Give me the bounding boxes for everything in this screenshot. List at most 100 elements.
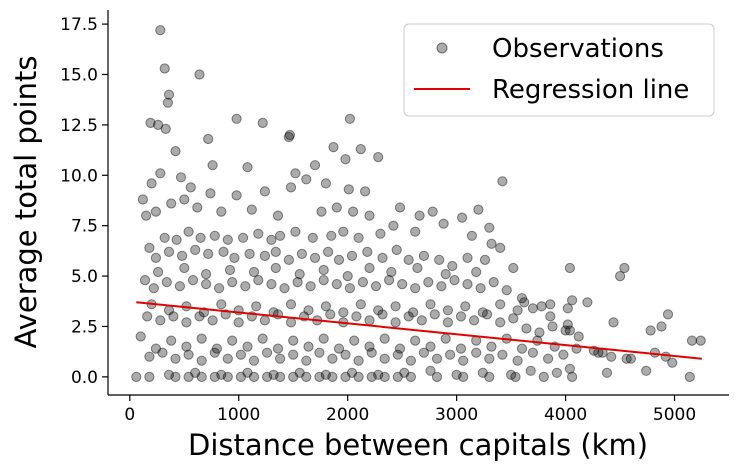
observation-point [497, 349, 508, 360]
observation-point [349, 335, 360, 346]
observation-point [209, 230, 220, 241]
observation-point [412, 262, 423, 274]
observation-point [366, 371, 377, 382]
observation-point [608, 317, 619, 328]
observation-point [284, 129, 295, 141]
observation-point [390, 317, 401, 328]
observation-point [560, 325, 571, 336]
observation-point [414, 210, 425, 221]
observation-point [318, 264, 329, 276]
observation-point [155, 168, 166, 179]
observation-point [486, 341, 497, 352]
observation-point [216, 299, 227, 310]
observation-point [392, 371, 403, 382]
observation-point [390, 301, 401, 312]
observation-point [418, 347, 429, 358]
observation-point [564, 363, 576, 374]
observation-point [275, 353, 286, 364]
observation-point [303, 305, 314, 316]
observation-point [425, 365, 436, 376]
observation-point [392, 349, 403, 360]
observation-point [194, 69, 205, 80]
observation-point [166, 335, 177, 346]
observation-point [159, 232, 170, 243]
observation-point [495, 317, 506, 328]
observation-point [391, 244, 402, 255]
observation-point [475, 283, 486, 294]
observation-point [153, 119, 164, 131]
observation-point [355, 299, 366, 310]
observation-point [207, 160, 218, 171]
observation-point [168, 311, 179, 322]
observation-point [144, 242, 155, 253]
observation-point [477, 307, 488, 318]
observation-point [333, 254, 345, 265]
observation-point [144, 351, 155, 362]
observation-point [449, 275, 460, 286]
observation-point [388, 220, 399, 231]
observation-point [211, 343, 222, 354]
observation-point [144, 371, 155, 382]
y-tick-label: 17.5 [60, 15, 98, 35]
observation-point [482, 309, 493, 320]
observation-point [477, 367, 488, 378]
observation-point [573, 331, 584, 342]
observation-point [290, 168, 301, 179]
observation-point [551, 367, 563, 378]
observation-point [207, 315, 218, 326]
observation-point [506, 369, 517, 380]
observation-point [242, 341, 253, 352]
x-tick-label: 3000 [435, 405, 478, 425]
observation-point [288, 371, 299, 382]
observation-point [305, 281, 316, 292]
observation-point [216, 206, 227, 217]
regression-line [136, 301, 702, 360]
observation-point [508, 262, 519, 274]
observation-point [527, 347, 539, 358]
observation-point [527, 303, 539, 314]
observation-point [438, 218, 449, 229]
observation-point [179, 194, 190, 205]
observation-point [327, 353, 338, 364]
observation-point [272, 343, 284, 354]
observation-point [163, 246, 175, 257]
observation-point [484, 222, 495, 233]
observation-point [403, 311, 414, 322]
observation-point [292, 277, 303, 288]
observation-point [309, 160, 321, 171]
observation-point [218, 246, 229, 257]
observation-point [137, 194, 148, 205]
observation-point [318, 333, 329, 344]
observation-point [159, 63, 170, 74]
observation-point [567, 371, 578, 382]
observation-point [303, 341, 314, 352]
observation-point [606, 351, 617, 362]
observation-point [484, 353, 495, 364]
observation-point [425, 299, 436, 310]
observation-point [379, 333, 390, 344]
observation-point [516, 343, 528, 354]
observation-point [331, 279, 342, 290]
observation-point [328, 142, 339, 153]
observation-point [242, 162, 253, 173]
observation-point [196, 333, 207, 344]
observation-point [516, 293, 528, 304]
observation-point [325, 309, 336, 320]
x-tick-label: 1000 [217, 405, 260, 425]
observation-point [222, 353, 233, 364]
observation-point [275, 230, 286, 241]
y-ticks: 0.0 2.5 5.0 7.5 10.0 12.5 15.0 17.5 [60, 15, 108, 388]
observation-point [338, 226, 349, 237]
observation-point [170, 371, 181, 382]
observation-point [196, 371, 207, 382]
x-tick-label: 4000 [544, 405, 587, 425]
observation-point [508, 313, 519, 324]
observation-point [205, 188, 216, 199]
observation-point [279, 283, 290, 294]
observation-point [145, 117, 156, 129]
observation-point [440, 269, 451, 280]
y-tick-label: 7.5 [71, 217, 98, 237]
observation-point [327, 371, 338, 382]
observation-point [410, 335, 421, 346]
